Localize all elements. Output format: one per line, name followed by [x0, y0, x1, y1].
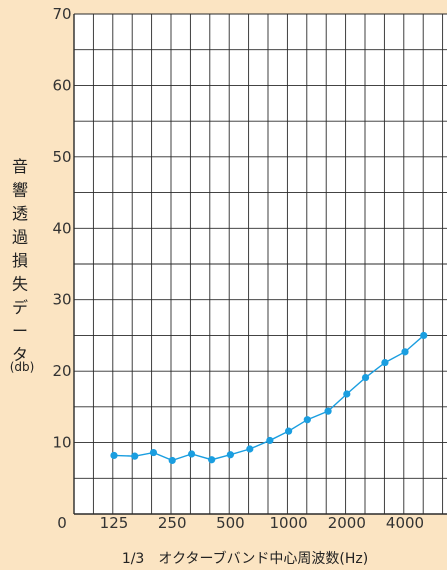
y-tick-labels: 10 20 30 40 50 60 70: [52, 5, 71, 452]
data-point: [324, 407, 332, 415]
y-axis-label-char: 損: [12, 251, 28, 270]
data-point: [226, 451, 234, 459]
data-point: [381, 358, 389, 367]
y-axis-label-char: 音: [12, 157, 28, 176]
data-point: [361, 373, 370, 382]
data-point: [149, 448, 158, 457]
data-point: [266, 436, 274, 445]
data-point: [343, 390, 351, 398]
y-axis-unit: (db): [10, 360, 35, 374]
data-point: [110, 451, 118, 460]
data-point: [168, 456, 176, 465]
data-point: [208, 456, 216, 464]
origin-label: 0: [57, 514, 67, 532]
y-tick-label: 70: [52, 5, 71, 23]
grid: [73, 13, 447, 515]
y-tick-label: 50: [52, 148, 71, 166]
data-point: [131, 452, 139, 460]
data-point: [303, 416, 311, 424]
data-point: [188, 450, 196, 458]
x-tick-labels: 125 250 500 1000 2000 4000: [100, 514, 424, 532]
data-point: [246, 445, 254, 453]
x-tick-label: 500: [216, 514, 245, 532]
y-tick-label: 10: [52, 434, 71, 452]
x-axis-label: 1/3 オクターブバンド中心周波数(Hz): [122, 550, 368, 567]
y-axis-label-char: 響: [12, 181, 28, 200]
x-tick-label: 250: [158, 514, 187, 532]
y-tick-label: 30: [52, 291, 71, 309]
data-point: [285, 427, 293, 435]
y-axis-label-char: タ: [12, 345, 28, 364]
y-axis-label-char: ー: [12, 322, 28, 341]
y-axis-label-char: 透: [12, 204, 28, 223]
y-axis-label-char: デ: [12, 298, 28, 317]
data-point: [420, 331, 428, 340]
data-series: [110, 331, 428, 465]
x-tick-label: 2000: [328, 514, 366, 532]
y-tick-label: 20: [52, 362, 71, 380]
x-tick-label: 125: [100, 514, 129, 532]
y-axis-label-char: 失: [12, 275, 28, 294]
x-tick-label: 1000: [270, 514, 308, 532]
data-point: [401, 348, 409, 356]
y-axis-label-char: 過: [12, 228, 28, 247]
y-tick-label: 40: [52, 219, 71, 237]
y-tick-label: 60: [52, 76, 71, 94]
x-tick-label: 4000: [386, 514, 424, 532]
